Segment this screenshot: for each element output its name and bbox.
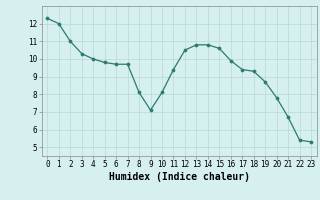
X-axis label: Humidex (Indice chaleur): Humidex (Indice chaleur): [109, 172, 250, 182]
